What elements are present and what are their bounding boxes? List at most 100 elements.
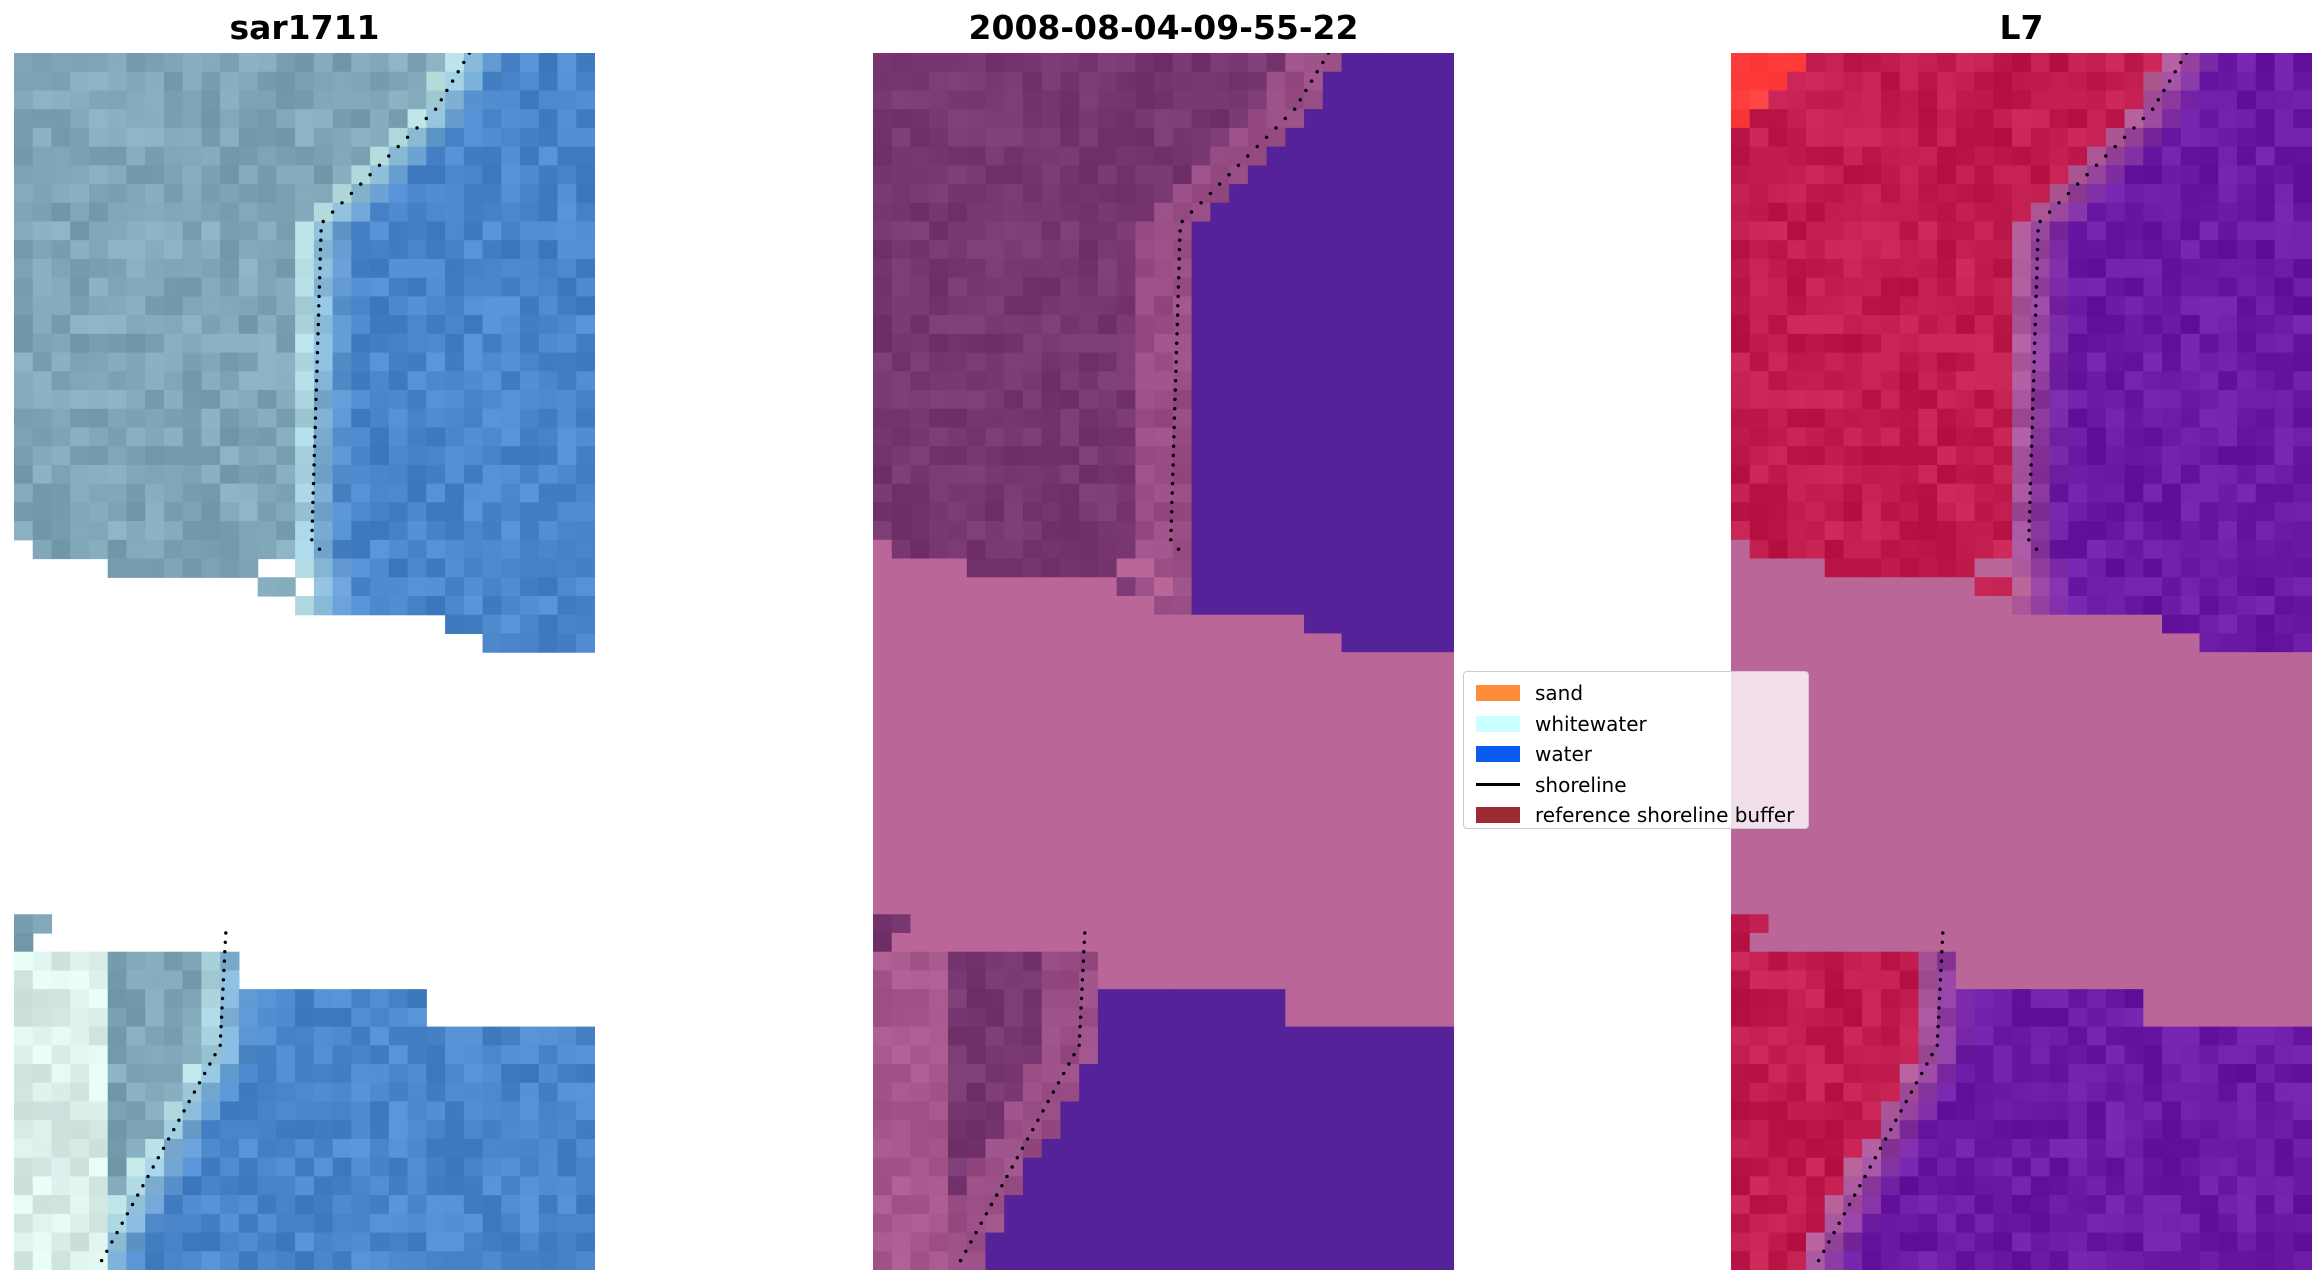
- image-pixel: [238, 53, 259, 73]
- image-pixel: [1172, 1195, 1193, 1215]
- image-pixel: [1135, 727, 1155, 747]
- image-pixel: [576, 427, 595, 447]
- image-pixel: [1899, 352, 1920, 372]
- image-pixel: [2012, 801, 2032, 822]
- image-pixel: [520, 408, 540, 429]
- image-pixel: [2293, 521, 2312, 541]
- image-pixel: [220, 1064, 240, 1084]
- image-pixel: [70, 1101, 90, 1121]
- image-pixel: [1397, 333, 1418, 354]
- shoreline-point: [1170, 500, 1174, 505]
- image-pixel: [1341, 464, 1361, 485]
- image-pixel: [1135, 427, 1155, 447]
- image-pixel: [2105, 764, 2126, 784]
- image-pixel: [1768, 614, 1788, 635]
- image-pixel: [1341, 670, 1361, 691]
- image-pixel: [873, 801, 893, 822]
- image-pixel: [426, 333, 446, 354]
- image-pixel: [966, 127, 987, 148]
- image-pixel: [538, 558, 559, 578]
- shoreline-point: [315, 369, 319, 373]
- image-pixel: [538, 371, 559, 391]
- image-pixel: [2274, 165, 2294, 185]
- image-pixel: [126, 558, 146, 578]
- image-pixel: [1229, 1157, 1249, 1177]
- image-pixel: [1880, 202, 1901, 223]
- image-pixel: [1304, 184, 1324, 204]
- image-pixel: [1824, 464, 1845, 485]
- image-pixel: [501, 184, 521, 204]
- image-pixel: [1322, 783, 1343, 803]
- image-pixel: [520, 1176, 540, 1196]
- image-pixel: [463, 427, 484, 447]
- image-pixel: [2124, 296, 2144, 316]
- image-pixel: [1191, 1157, 1211, 1177]
- image-pixel: [1060, 876, 1080, 897]
- image-pixel: [576, 71, 595, 92]
- image-pixel: [1060, 315, 1080, 335]
- image-pixel: [1824, 333, 1845, 354]
- image-pixel: [1304, 221, 1324, 241]
- image-pixel: [32, 146, 53, 166]
- image-pixel: [332, 240, 352, 260]
- image-pixel: [14, 53, 34, 73]
- image-pixel: [2162, 165, 2182, 185]
- image-pixel: [463, 333, 484, 354]
- image-pixel: [1993, 708, 2013, 728]
- image-pixel: [1229, 184, 1249, 204]
- image-pixel: [445, 109, 465, 129]
- image-pixel: [238, 1101, 259, 1121]
- image-pixel: [70, 240, 90, 260]
- image-pixel: [145, 970, 165, 990]
- image-pixel: [1731, 577, 1751, 597]
- image-pixel: [873, 1082, 893, 1103]
- image-pixel: [2030, 315, 2051, 335]
- image-pixel: [1435, 858, 1454, 878]
- image-pixel: [182, 951, 203, 972]
- image-pixel: [88, 202, 109, 223]
- image-pixel: [351, 390, 371, 410]
- image-pixel: [2124, 876, 2144, 897]
- image-pixel: [1172, 408, 1193, 429]
- image-pixel: [1899, 652, 1920, 672]
- image-pixel: [1768, 502, 1788, 522]
- image-pixel: [557, 1101, 577, 1121]
- image-pixel: [1993, 764, 2013, 784]
- image-pixel: [1843, 184, 1863, 204]
- image-pixel: [1060, 895, 1080, 915]
- image-pixel: [145, 352, 165, 372]
- image-pixel: [1247, 408, 1268, 429]
- image-pixel: [276, 109, 296, 129]
- image-pixel: [891, 970, 912, 990]
- image-pixel: [1805, 408, 1826, 429]
- classified-image-panel: [873, 53, 1454, 1270]
- image-pixel: [145, 1101, 165, 1121]
- image-pixel: [1154, 895, 1174, 915]
- image-pixel: [1247, 727, 1268, 747]
- image-pixel: [1060, 1045, 1080, 1065]
- image-pixel: [2087, 390, 2107, 410]
- image-pixel: [1266, 315, 1286, 335]
- image-pixel: [929, 127, 949, 148]
- image-pixel: [1974, 539, 1994, 560]
- image-pixel: [1993, 184, 2013, 204]
- image-pixel: [1210, 296, 1230, 316]
- image-pixel: [463, 53, 484, 73]
- image-pixel: [1843, 146, 1863, 166]
- image-pixel: [182, 202, 203, 223]
- image-pixel: [2255, 371, 2276, 391]
- image-pixel: [1768, 53, 1788, 73]
- image-pixel: [873, 371, 893, 391]
- image-pixel: [1416, 258, 1436, 279]
- image-pixel: [929, 221, 949, 241]
- image-pixel: [482, 258, 502, 279]
- image-pixel: [2030, 783, 2051, 803]
- image-pixel: [88, 502, 109, 522]
- image-pixel: [501, 202, 521, 223]
- image-pixel: [2124, 71, 2144, 92]
- image-pixel: [1172, 333, 1193, 354]
- image-pixel: [1304, 483, 1324, 503]
- image-pixel: [1416, 464, 1436, 485]
- image-pixel: [426, 352, 446, 372]
- image-pixel: [985, 858, 1005, 878]
